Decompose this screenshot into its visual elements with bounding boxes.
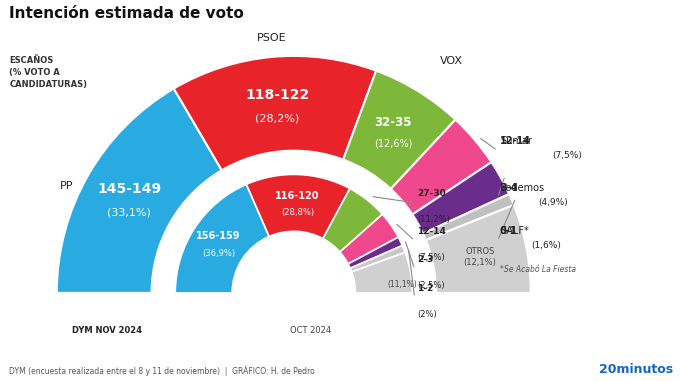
Text: 12-14: 12-14 xyxy=(500,125,531,146)
Text: PP: PP xyxy=(60,181,73,191)
Text: 116-120: 116-120 xyxy=(275,191,320,201)
Text: 27-30: 27-30 xyxy=(417,189,446,198)
Text: OTROS
(12,1%): OTROS (12,1%) xyxy=(464,248,496,267)
Wedge shape xyxy=(175,184,269,293)
Text: DYM NOV 2024: DYM NOV 2024 xyxy=(71,326,141,335)
Text: SALF*: SALF* xyxy=(500,226,529,236)
Text: (4,9%): (4,9%) xyxy=(538,198,568,207)
Text: DYM (encuesta realizada entre el 8 y 11 de noviembre)  |  GRÁFICO: H. de Pedro: DYM (encuesta realizada entre el 8 y 11 … xyxy=(10,365,315,376)
Wedge shape xyxy=(340,214,398,264)
Text: (12,6%): (12,6%) xyxy=(374,138,413,149)
Text: 3-4: 3-4 xyxy=(500,172,517,193)
Text: (2,5%): (2,5%) xyxy=(417,281,445,290)
Text: (33,1%): (33,1%) xyxy=(107,208,151,218)
Wedge shape xyxy=(323,189,382,252)
Text: ESCAÑOS
(% VOTO A
CANDIDATURAS): ESCAÑOS (% VOTO A CANDIDATURAS) xyxy=(10,56,87,89)
Text: VOX: VOX xyxy=(440,56,463,66)
Text: 156-159: 156-159 xyxy=(196,231,241,241)
Text: (7,5%): (7,5%) xyxy=(552,151,582,160)
Text: Podemos: Podemos xyxy=(500,183,544,193)
Text: (1,6%): (1,6%) xyxy=(531,241,561,250)
Text: 2-3: 2-3 xyxy=(417,256,433,264)
Wedge shape xyxy=(174,56,376,170)
Wedge shape xyxy=(350,246,405,272)
Text: 145-149: 145-149 xyxy=(97,182,161,196)
Text: 1-2: 1-2 xyxy=(417,284,433,293)
Text: 20minutos: 20minutos xyxy=(599,363,673,376)
Text: Sumar: Sumar xyxy=(500,136,532,146)
Wedge shape xyxy=(343,71,456,189)
Text: (11,2%): (11,2%) xyxy=(417,215,450,224)
Text: PSOE: PSOE xyxy=(257,32,286,43)
Wedge shape xyxy=(426,205,531,293)
Text: (2%): (2%) xyxy=(417,309,437,319)
Text: 118-122: 118-122 xyxy=(245,87,309,102)
Text: 12-14: 12-14 xyxy=(417,227,446,236)
Wedge shape xyxy=(391,120,492,214)
Text: (11,1%): (11,1%) xyxy=(387,280,417,289)
Wedge shape xyxy=(412,162,509,233)
Wedge shape xyxy=(56,89,222,293)
Wedge shape xyxy=(352,253,412,293)
Text: 0-1: 0-1 xyxy=(500,214,517,236)
Text: (28,8%): (28,8%) xyxy=(281,208,314,217)
Text: (36,9%): (36,9%) xyxy=(202,249,235,257)
Text: *Se Acabó La Fiesta: *Se Acabó La Fiesta xyxy=(500,265,576,274)
Wedge shape xyxy=(348,237,403,268)
Wedge shape xyxy=(246,175,350,239)
Text: (28,2%): (28,2%) xyxy=(255,113,299,123)
Text: OCT 2024: OCT 2024 xyxy=(290,326,331,335)
Text: Intención estimada de voto: Intención estimada de voto xyxy=(10,6,244,21)
Text: (7,5%): (7,5%) xyxy=(417,253,445,262)
Wedge shape xyxy=(423,194,514,240)
Text: 32-35: 32-35 xyxy=(375,116,412,129)
